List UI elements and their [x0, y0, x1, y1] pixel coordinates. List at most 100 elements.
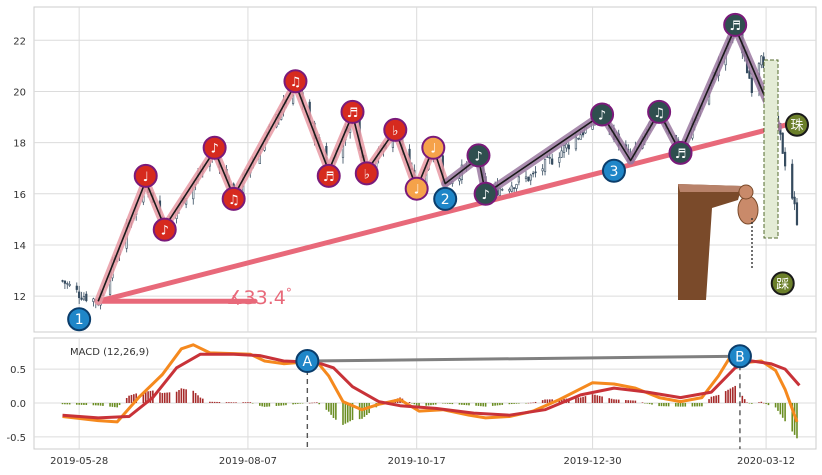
macd-hist-bar: [784, 402, 786, 422]
marker-label: ♬: [347, 106, 359, 121]
marker-blue: [601, 158, 626, 183]
macd-hist-bar: [418, 402, 420, 407]
macd-hist-bar: [185, 389, 187, 403]
candle-body: [85, 293, 88, 302]
macd-hist-bar: [159, 392, 161, 403]
macd-hist-bar: [632, 400, 634, 403]
marker-label: 珠: [790, 119, 803, 134]
marker-orange: [404, 176, 429, 201]
marker-label: ♩: [430, 142, 436, 157]
macd-hist-bar: [677, 402, 679, 407]
macd-hist-bar: [477, 402, 480, 406]
price-ytick-label: 12: [13, 292, 26, 303]
macd-hist-bar: [178, 390, 180, 403]
macd-hist-bar: [515, 402, 518, 404]
marker-label: ♬: [729, 19, 741, 34]
macd-hist-bar: [727, 389, 729, 403]
marker-orange: [421, 135, 446, 160]
macd-hist-bar: [724, 391, 727, 403]
macd-hist-bar: [282, 402, 285, 406]
macd-hist-bar: [646, 402, 649, 404]
macd-hist-bar: [225, 402, 228, 403]
price-ytick-label: 22: [13, 36, 26, 47]
macd-hist-bar: [444, 402, 447, 404]
marker-olive: [784, 112, 809, 137]
macd-hist-bar: [133, 394, 135, 403]
macd-hist-bar: [249, 402, 252, 403]
candle-body: [546, 156, 549, 158]
macd-hist-bar: [765, 402, 767, 404]
angle-degree: °: [286, 286, 292, 300]
macd-hist-bar: [116, 402, 118, 408]
macd-hist-bar: [610, 398, 613, 403]
macd-hist-bar: [425, 402, 427, 406]
annotation-marker: [727, 344, 752, 369]
macd-hist-bar: [313, 402, 316, 404]
macd-hist-bar: [308, 402, 311, 404]
price-ytick-label: 14: [13, 241, 26, 252]
macd-hist-bar: [579, 397, 582, 403]
macd-hist-bar: [525, 402, 527, 404]
macd-hist-bar: [294, 402, 297, 405]
macd-hist-bar: [777, 402, 779, 411]
macd-hist-bar: [180, 388, 183, 403]
marker-dark: [466, 143, 491, 168]
macd-hist-bar: [109, 402, 111, 407]
candle-body: [532, 172, 535, 175]
marker-dark: [723, 12, 748, 37]
macd-hist-bar: [779, 402, 782, 415]
macd-hist-bar: [710, 396, 713, 403]
candle-body: [581, 132, 585, 136]
macd-hist-bar: [696, 402, 698, 407]
highlight-box: [763, 59, 779, 239]
candle-body: [574, 136, 578, 150]
macd-hist-bar: [299, 402, 302, 404]
macd-hist-bar: [501, 402, 504, 405]
macd-hist-bar: [275, 402, 278, 406]
macd-hist-bar: [482, 402, 485, 407]
macd-hist-bar: [85, 402, 88, 406]
macd-hist-bar: [715, 395, 717, 403]
candle-body: [567, 144, 570, 150]
macd-hist-bar: [230, 402, 233, 403]
signal-line: [62, 352, 801, 420]
macd-hist-bar: [147, 391, 149, 403]
macd-hist-bar: [691, 402, 694, 407]
macd-hist-bar: [325, 402, 328, 410]
marker-label: ♬: [675, 147, 687, 162]
macd-hist-bar: [142, 392, 145, 403]
macd-hist-bar: [80, 402, 83, 405]
macd-hist-bar: [594, 394, 596, 403]
macd-hist-bar: [261, 402, 263, 407]
macd-hist-bar: [475, 402, 477, 406]
candle-body: [560, 150, 563, 158]
candle-body: [513, 187, 516, 189]
macd-hist-bar: [242, 402, 244, 403]
macd-hist-bar: [758, 402, 760, 403]
macd-hist-bar: [99, 402, 102, 406]
macd-hist-bar: [449, 402, 451, 404]
macd-legend: MACD (12,26,9): [70, 347, 149, 358]
candle-body: [498, 188, 501, 196]
macd-hist-bar: [544, 399, 546, 403]
angle-label: ∡33.4°: [227, 286, 292, 309]
macd-hist-bar: [168, 392, 171, 403]
candle-body: [508, 189, 511, 192]
macd-hist-bar: [128, 395, 130, 403]
macd-hist-bar: [209, 401, 211, 403]
candle-body: [543, 158, 547, 172]
macd-hist-bar: [491, 402, 494, 406]
climber-head: [738, 184, 754, 200]
candle-body: [784, 151, 787, 167]
macd-hist-bar: [251, 402, 254, 404]
candle-body: [68, 283, 71, 286]
macd-hist-bar: [463, 402, 466, 405]
macd-hist-bar: [660, 402, 663, 407]
macd-hist-bar: [532, 402, 534, 404]
marker-label: ♪: [210, 142, 218, 157]
macd-hist-bar: [92, 402, 95, 406]
macd-hist-bar: [508, 402, 511, 405]
macd-hist-bar: [259, 402, 261, 406]
macd-hist-bar: [194, 393, 197, 403]
candle-body: [577, 138, 580, 140]
